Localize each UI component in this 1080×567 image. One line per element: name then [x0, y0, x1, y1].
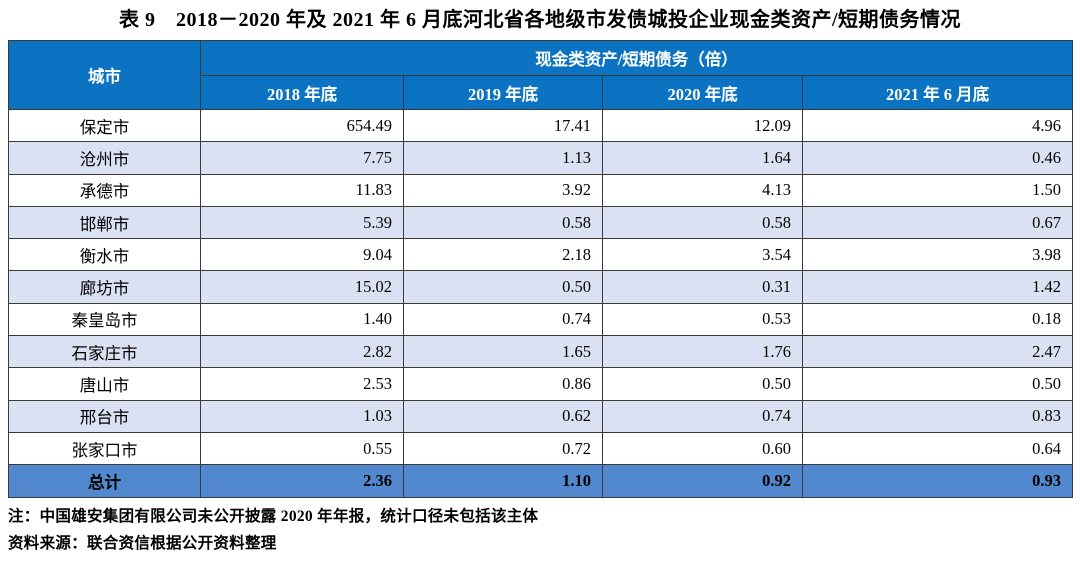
value-cell: 2.82: [200, 335, 404, 369]
value-cell: 12.09: [602, 108, 803, 143]
table-notes: 注：中国雄安集团有限公司未公开披露 2020 年年报，统计口径未包括该主体 资料…: [8, 503, 1080, 557]
value-cell: 0.55: [200, 431, 404, 466]
value-cell: 4.96: [801, 108, 1074, 143]
table-row: 邢台市 1.03 0.62 0.74 0.83: [8, 399, 1074, 433]
header-2018: 2018 年底: [200, 75, 404, 110]
value-cell: 0.74: [403, 302, 603, 337]
table-header: 城市 现金类资产/短期债务（倍） 2018 年底 2019 年底 2020 年底…: [8, 40, 1074, 110]
value-cell: 0.74: [602, 399, 803, 433]
value-cell: 2.53: [200, 367, 404, 401]
table-row: 唐山市 2.53 0.86 0.50 0.50: [8, 367, 1074, 401]
table-row: 沧州市 7.75 1.13 1.64 0.46: [8, 141, 1074, 175]
value-cell: 0.50: [602, 367, 803, 401]
value-cell: 0.62: [403, 399, 603, 433]
city-cell: 张家口市: [8, 431, 201, 466]
value-cell: 9.04: [200, 238, 404, 272]
city-cell: 石家庄市: [8, 335, 201, 369]
table-row: 承德市 11.83 3.92 4.13 1.50: [8, 173, 1074, 207]
total-value-cell: 1.10: [403, 464, 603, 498]
value-cell: 17.41: [403, 108, 603, 143]
total-value-cell: 2.36: [200, 464, 404, 498]
value-cell: 0.60: [602, 431, 803, 466]
value-cell: 1.40: [200, 302, 404, 337]
value-cell: 1.42: [801, 270, 1074, 304]
value-cell: 0.64: [801, 431, 1074, 466]
city-cell: 沧州市: [8, 141, 201, 175]
value-cell: 0.53: [602, 302, 803, 337]
value-cell: 0.86: [403, 367, 603, 401]
value-cell: 654.49: [200, 108, 404, 143]
value-cell: 0.67: [801, 205, 1074, 240]
value-cell: 0.58: [602, 205, 803, 240]
header-group-cash-to-debt: 现金类资产/短期债务（倍）: [199, 40, 1074, 76]
cash-to-debt-table: 城市 现金类资产/短期债务（倍） 2018 年底 2019 年底 2020 年底…: [8, 40, 1074, 498]
value-cell: 15.02: [200, 270, 404, 304]
value-cell: 0.46: [801, 141, 1074, 175]
value-cell: 1.13: [403, 141, 603, 175]
city-cell: 衡水市: [8, 238, 201, 272]
table-row: 廊坊市 15.02 0.50 0.31 1.42: [8, 270, 1074, 304]
value-cell: 5.39: [200, 205, 404, 240]
total-value-cell: 0.93: [801, 464, 1074, 498]
value-cell: 11.83: [200, 173, 404, 207]
city-cell: 保定市: [8, 108, 201, 143]
value-cell: 2.18: [403, 238, 603, 272]
header-2020: 2020 年底: [602, 75, 803, 110]
city-cell: 廊坊市: [8, 270, 201, 304]
value-cell: 0.50: [801, 367, 1074, 401]
value-cell: 0.58: [403, 205, 603, 240]
table-row: 衡水市 9.04 2.18 3.54 3.98: [8, 238, 1074, 272]
city-cell: 邢台市: [8, 399, 201, 433]
header-city: 城市: [8, 40, 201, 110]
header-2021: 2021 年 6 月底: [801, 75, 1074, 110]
total-label-cell: 总计: [8, 464, 201, 498]
header-2019: 2019 年底: [403, 75, 603, 110]
value-cell: 2.47: [801, 335, 1074, 369]
table-row: 保定市 654.49 17.41 12.09 4.96: [8, 108, 1074, 143]
table-row: 石家庄市 2.82 1.65 1.76 2.47: [8, 335, 1074, 369]
value-cell: 1.65: [403, 335, 603, 369]
source-line: 资料来源：联合资信根据公开资料整理: [8, 534, 277, 552]
city-cell: 唐山市: [8, 367, 201, 401]
value-cell: 3.98: [801, 238, 1074, 272]
table-row: 邯郸市 5.39 0.58 0.58 0.67: [8, 205, 1074, 240]
value-cell: 1.50: [801, 173, 1074, 207]
value-cell: 0.18: [801, 302, 1074, 337]
city-cell: 承德市: [8, 173, 201, 207]
value-cell: 1.76: [602, 335, 803, 369]
value-cell: 0.72: [403, 431, 603, 466]
value-cell: 3.54: [602, 238, 803, 272]
city-cell: 秦皇岛市: [8, 302, 201, 337]
note-line: 注：中国雄安集团有限公司未公开披露 2020 年年报，统计口径未包括该主体: [8, 507, 539, 525]
city-cell: 邯郸市: [8, 205, 201, 240]
total-row: 总计 2.36 1.10 0.92 0.93: [8, 464, 1074, 498]
value-cell: 7.75: [200, 141, 404, 175]
value-cell: 1.03: [200, 399, 404, 433]
table-row: 秦皇岛市 1.40 0.74 0.53 0.18: [8, 302, 1074, 337]
table-body: 保定市 654.49 17.41 12.09 4.96 沧州市 7.75 1.13 1.64 0.…: [8, 108, 1074, 498]
value-cell: 4.13: [602, 173, 803, 207]
value-cell: 0.50: [403, 270, 603, 304]
value-cell: 3.92: [403, 173, 603, 207]
total-value-cell: 0.92: [602, 464, 803, 498]
value-cell: 0.31: [602, 270, 803, 304]
table-row: 张家口市 0.55 0.72 0.60 0.64: [8, 431, 1074, 466]
value-cell: 1.64: [602, 141, 803, 175]
table-title: 表 9 2018－2020 年及 2021 年 6 月底河北省各地级市发债城投企…: [118, 9, 962, 31]
value-cell: 0.83: [801, 399, 1074, 433]
